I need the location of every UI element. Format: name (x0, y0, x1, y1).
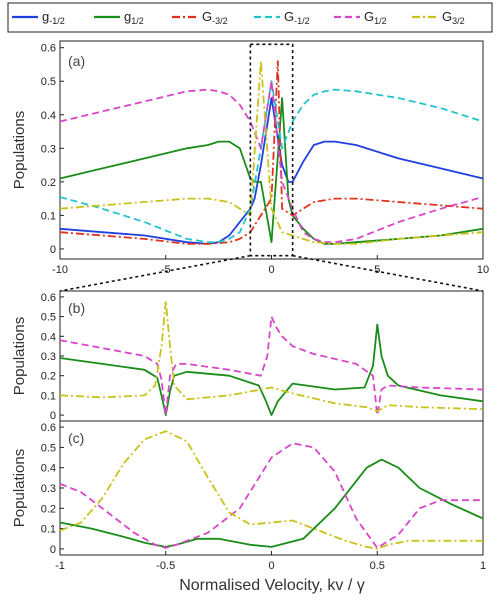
panel-a-ylabel: Populations (11, 111, 28, 189)
panel-b: (b) Populations 0 0.1 0.2 0.3 0.4 0.5 0.6 (11, 290, 484, 422)
x-tick-label: 10 (477, 264, 489, 276)
y-tick-label: 0.2 (41, 177, 56, 189)
x-tick-label: 5 (374, 264, 380, 276)
series-line (59, 442, 483, 549)
x-axis-label: Normalised Velocity, kv / γ (179, 577, 365, 594)
y-tick-label: 0.1 (41, 524, 56, 536)
zoom-line-left (59, 254, 251, 292)
y-tick-label: 0.6 (41, 292, 56, 304)
legend: g-1/2 g1/2 G-3/2 G-1/2 G1/2 G3/2 (7, 2, 493, 33)
series-line (59, 430, 483, 550)
legend-entry-subscript: -3/2 (212, 16, 228, 26)
series-line (59, 97, 484, 245)
panel-a-frame (59, 40, 484, 260)
panel-c: (c) Populations -1 -0.5 0 0.5 1 0 0.1 0.2 0.3 0.… (11, 420, 486, 572)
y-tick-label: 0.3 (41, 351, 56, 363)
y-tick-label: 0.1 (41, 390, 56, 402)
y-tick-label: 0.4 (41, 331, 56, 343)
x-tick-label: 1 (480, 560, 486, 572)
y-tick-label: 0.5 (41, 442, 56, 454)
y-tick-label: 0.3 (41, 483, 56, 495)
panel-b-ylabel: Populations (11, 317, 28, 395)
x-tick-label: -5 (161, 264, 171, 276)
y-tick-label: 0 (50, 244, 56, 256)
panel-b-series (59, 299, 484, 416)
y-tick-label: 0.2 (41, 503, 56, 515)
series-line (59, 80, 484, 244)
series-line (59, 299, 484, 413)
panel-a-yticks: 0 0.1 0.2 0.3 0.4 0.5 0.6 (41, 43, 64, 256)
series-line (59, 323, 484, 416)
y-tick-label: 0.2 (41, 371, 56, 383)
series-line (59, 80, 484, 244)
panel-c-label: (c) (68, 430, 84, 446)
panel-c-series (59, 430, 484, 550)
panel-a-label: (a) (68, 53, 85, 69)
x-tick-label: -1 (55, 560, 65, 572)
legend-entry-subscript: 1/2 (131, 16, 144, 26)
y-tick-label: 0.6 (41, 422, 56, 434)
panel-a-xticks: -10 -5 0 5 10 (52, 255, 489, 276)
panel-b-yticks: 0 0.1 0.2 0.3 0.4 0.5 0.6 (41, 292, 64, 422)
series-line (59, 458, 484, 548)
panel-a: (a) Populations -10 -5 0 5 10 00.10.20.30.40… (11, 40, 489, 276)
panel-c-xticks: -1 -0.5 0 0.5 1 (55, 551, 486, 572)
x-tick-label: 0 (268, 264, 274, 276)
panel-c-ylabel: Populations (11, 449, 28, 527)
x-tick-label: 0.5 (370, 560, 385, 572)
panel-a-series (59, 60, 484, 245)
x-tick-label: -0.5 (156, 560, 175, 572)
series-line (59, 60, 484, 245)
y-tick-label: 0.3 (41, 143, 56, 155)
legend-entry-subscript: -1/2 (49, 16, 65, 26)
y-tick-label: 0.4 (41, 110, 56, 122)
zoom-line-right (292, 254, 484, 292)
x-tick-label: 0 (268, 560, 274, 572)
series-line (59, 315, 484, 416)
y-tick-label: 0.1 (41, 210, 56, 222)
x-tick-label: -10 (52, 264, 68, 276)
series-line (59, 97, 484, 245)
legend-entry-subscript: 1/2 (374, 16, 387, 26)
zoom-box (249, 43, 294, 257)
legend-entry-subscript: -1/2 (294, 16, 310, 26)
series-line (59, 60, 484, 245)
y-tick-label: 0.5 (41, 312, 56, 324)
y-tick-label: 0 (50, 410, 56, 422)
panel-c-yticks: 0 0.1 0.2 0.3 0.4 0.5 0.6 (41, 422, 64, 556)
y-tick-label: 0.6 (41, 43, 56, 55)
panel-b-frame (59, 290, 484, 422)
legend-box (7, 2, 493, 33)
legend-entry-subscript: 3/2 (452, 16, 465, 26)
y-tick-label: 0.4 (41, 463, 56, 475)
y-tick-label: 0 (50, 544, 56, 556)
panel-b-label: (b) (68, 300, 85, 316)
y-tick-label: 0.5 (41, 76, 56, 88)
